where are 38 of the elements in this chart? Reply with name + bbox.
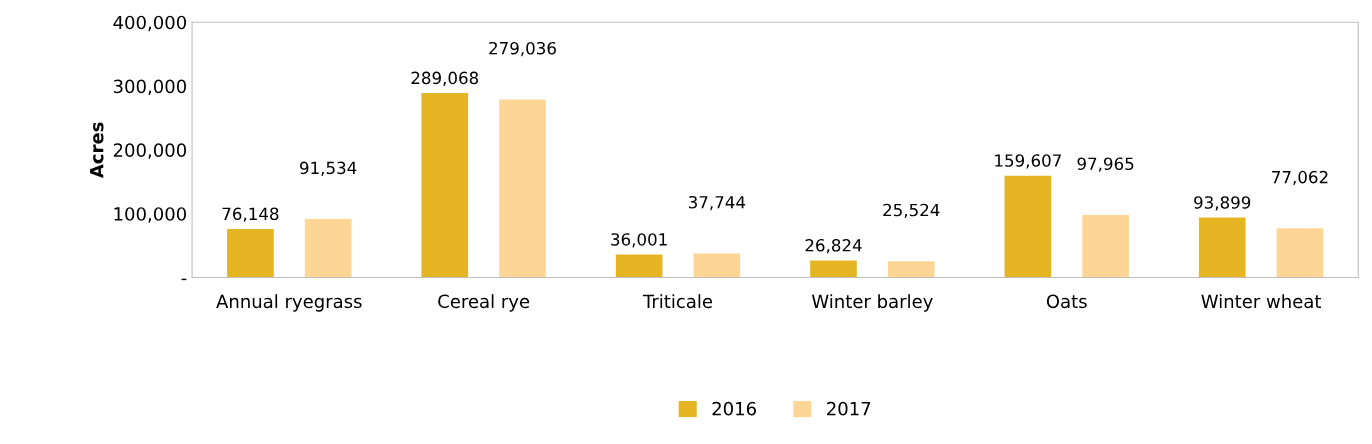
- data-label: 97,965: [1077, 157, 1134, 172]
- bar: [1198, 217, 1246, 278]
- y-tick-label: 300,000: [113, 79, 187, 95]
- y-tick-label: 200,000: [113, 143, 187, 159]
- y-tick-label: 100,000: [114, 207, 187, 223]
- bar: [227, 228, 274, 278]
- data-label: 77,062: [1272, 170, 1328, 186]
- data-label: 279,036: [489, 41, 556, 57]
- data-label: 76,148: [222, 207, 279, 222]
- y-axis-title: Acres: [90, 122, 104, 179]
- bar: [421, 93, 469, 278]
- data-label: 289,068: [411, 71, 479, 86]
- bar: [693, 253, 741, 278]
- y-tick-label: 400,000: [113, 15, 187, 32]
- bar: [810, 260, 857, 278]
- data-label: 93,899: [1194, 196, 1251, 211]
- bar: [304, 219, 352, 278]
- data-label: 36,001: [611, 233, 667, 248]
- bar: [887, 261, 935, 278]
- legend-label: 2016: [712, 401, 756, 416]
- x-tick-label: Triticale: [642, 294, 713, 309]
- bar: [1004, 175, 1052, 278]
- data-label: 26,824: [805, 238, 862, 254]
- bar: [499, 99, 546, 278]
- data-label: 159,607: [995, 154, 1061, 169]
- x-tick-label: Oats: [1046, 294, 1087, 309]
- y-tick-label: -: [181, 278, 187, 281]
- data-label: 91,534: [300, 161, 357, 176]
- bar: [1082, 214, 1129, 278]
- legend-label: 2017: [827, 401, 871, 416]
- x-tick-label: Cereal rye: [438, 294, 530, 312]
- x-tick-label: Annual ryegrass: [216, 294, 362, 312]
- x-tick-label: Winter barley: [811, 294, 933, 312]
- bar: [615, 254, 663, 278]
- data-label: 25,524: [883, 203, 940, 219]
- x-tick-label: Winter wheat: [1201, 294, 1322, 309]
- bar: [1276, 228, 1324, 278]
- data-label: 37,744: [688, 195, 746, 211]
